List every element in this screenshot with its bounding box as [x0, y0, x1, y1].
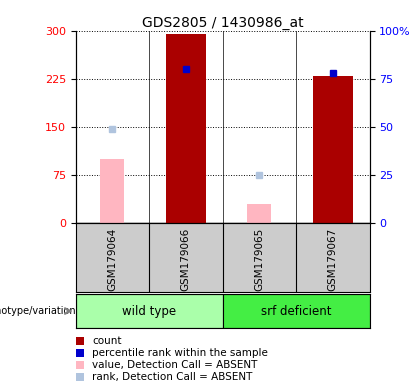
Bar	[76, 294, 223, 328]
Text: GSM179067: GSM179067	[328, 228, 338, 291]
Text: wild type: wild type	[122, 305, 176, 318]
Text: count: count	[92, 336, 122, 346]
Text: GSM179064: GSM179064	[108, 228, 117, 291]
Bar	[165, 34, 206, 223]
Text: GSM179065: GSM179065	[255, 228, 264, 291]
Text: rank, Detection Call = ABSENT: rank, Detection Call = ABSENT	[92, 372, 253, 382]
Text: genotype/variation: genotype/variation	[0, 306, 76, 316]
Text: value, Detection Call = ABSENT: value, Detection Call = ABSENT	[92, 360, 258, 370]
Bar	[312, 76, 353, 223]
Bar	[223, 294, 370, 328]
Bar	[100, 159, 124, 223]
Title: GDS2805 / 1430986_at: GDS2805 / 1430986_at	[142, 16, 303, 30]
Bar	[247, 204, 271, 223]
Text: percentile rank within the sample: percentile rank within the sample	[92, 348, 268, 358]
Text: GSM179066: GSM179066	[181, 228, 191, 291]
Text: srf deficient: srf deficient	[261, 305, 331, 318]
